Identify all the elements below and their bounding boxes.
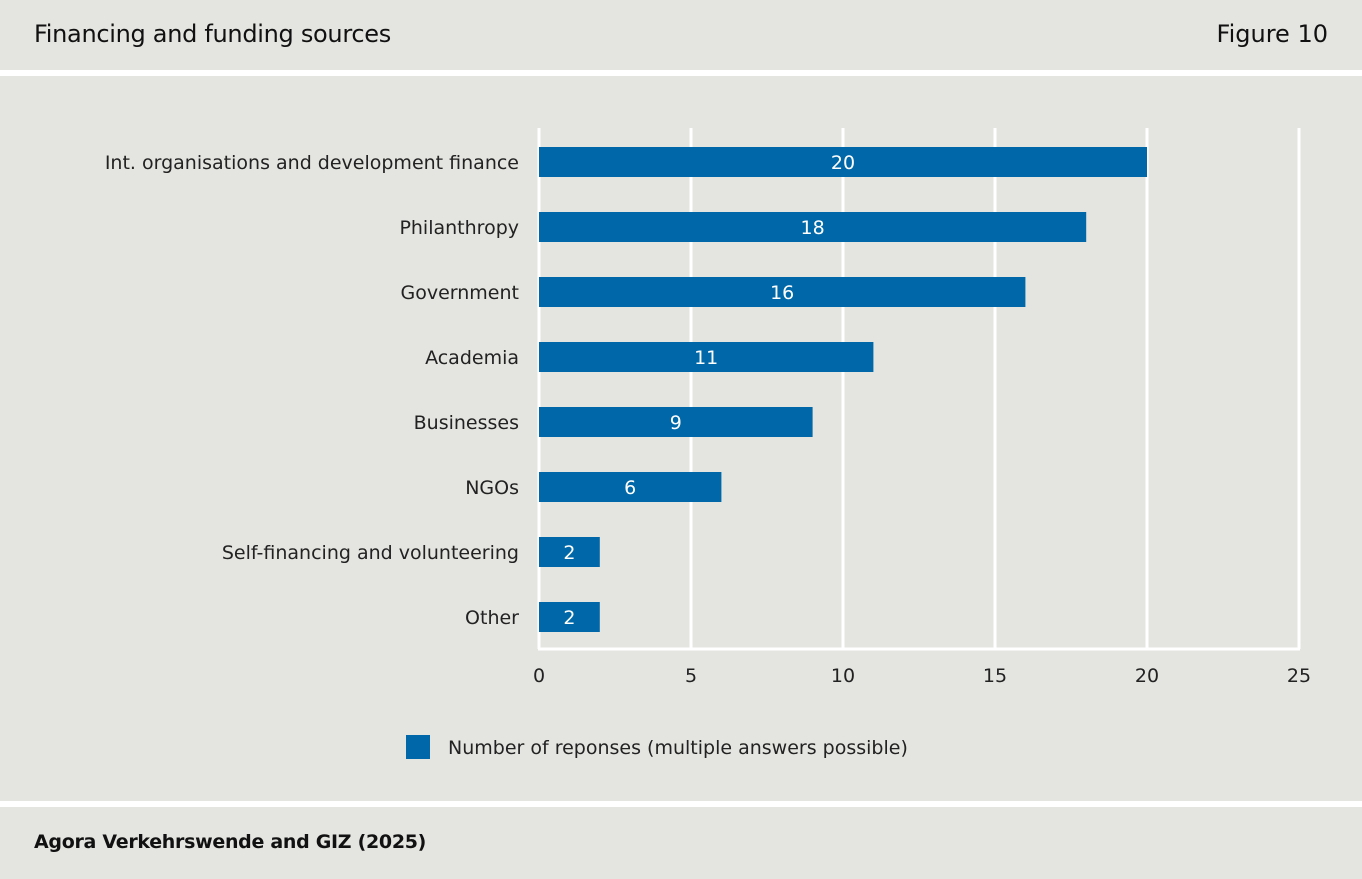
x-tick-label: 25 xyxy=(1287,665,1311,687)
data-label: 18 xyxy=(801,217,825,239)
figure-footer: Agora Verkehrswende and GIZ (2025) xyxy=(0,807,1362,879)
x-tick-label: 0 xyxy=(533,665,545,687)
bar xyxy=(539,277,1026,307)
bar xyxy=(539,407,813,437)
data-label: 6 xyxy=(624,477,636,499)
chart-area: 0 5 10 15 20 25 Int. organisations and develop… xyxy=(0,76,1362,801)
data-label: 20 xyxy=(831,152,855,174)
bar xyxy=(539,472,722,502)
category-label: Academia xyxy=(425,347,519,369)
bar xyxy=(539,537,600,567)
data-label: 2 xyxy=(563,542,575,564)
data-label: 16 xyxy=(770,282,794,304)
x-tick-label: 20 xyxy=(1135,665,1159,687)
category-label: Philanthropy xyxy=(399,217,519,239)
figure-number: Figure 10 xyxy=(1216,20,1328,48)
category-label: Businesses xyxy=(414,412,519,434)
chart-title: Financing and funding sources xyxy=(34,20,391,48)
figure-header: Financing and funding sources Figure 10 xyxy=(0,0,1362,70)
legend-swatch xyxy=(406,735,430,759)
bar xyxy=(539,212,1087,242)
bar xyxy=(539,342,874,372)
category-label: NGOs xyxy=(465,477,519,499)
x-tick-label: 10 xyxy=(831,665,855,687)
x-tick-label: 5 xyxy=(685,665,697,687)
bar-chart: 0 5 10 15 20 25 Int. organisations and develop… xyxy=(105,128,1311,759)
category-label: Government xyxy=(401,282,520,304)
data-label: 11 xyxy=(694,347,718,369)
source-citation: Agora Verkehrswende and GIZ (2025) xyxy=(34,831,427,853)
category-label: Self-financing and volunteering xyxy=(222,542,519,564)
category-label: Int. organisations and development finan… xyxy=(105,152,519,174)
x-tick-label: 15 xyxy=(983,665,1007,687)
category-label: Other xyxy=(465,607,519,629)
data-label: 9 xyxy=(670,412,682,434)
bar xyxy=(539,602,600,632)
bar xyxy=(539,147,1147,177)
data-label: 2 xyxy=(563,607,575,629)
legend-label: Number of reponses (multiple answers pos… xyxy=(448,737,908,759)
